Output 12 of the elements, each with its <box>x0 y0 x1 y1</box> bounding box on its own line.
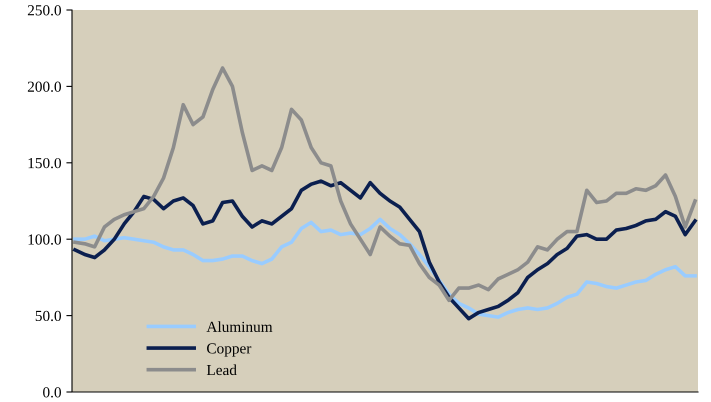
y-tick-label: 0.0 <box>43 387 61 398</box>
legend-label: Copper <box>207 343 252 357</box>
y-tick-label: 50.0 <box>36 310 61 322</box>
legend-label: Aluminum <box>206 321 272 332</box>
y-tick-label: 100.0 <box>28 234 61 245</box>
line-series <box>73 218 697 319</box>
y-tick-label: 250.0 <box>28 5 61 16</box>
line-series <box>73 66 697 302</box>
line-series <box>73 179 697 320</box>
y-tick-label: 200.0 <box>28 82 61 92</box>
y-tick-label: 150.0 <box>28 158 61 168</box>
legend-label: Lead <box>206 364 237 376</box>
